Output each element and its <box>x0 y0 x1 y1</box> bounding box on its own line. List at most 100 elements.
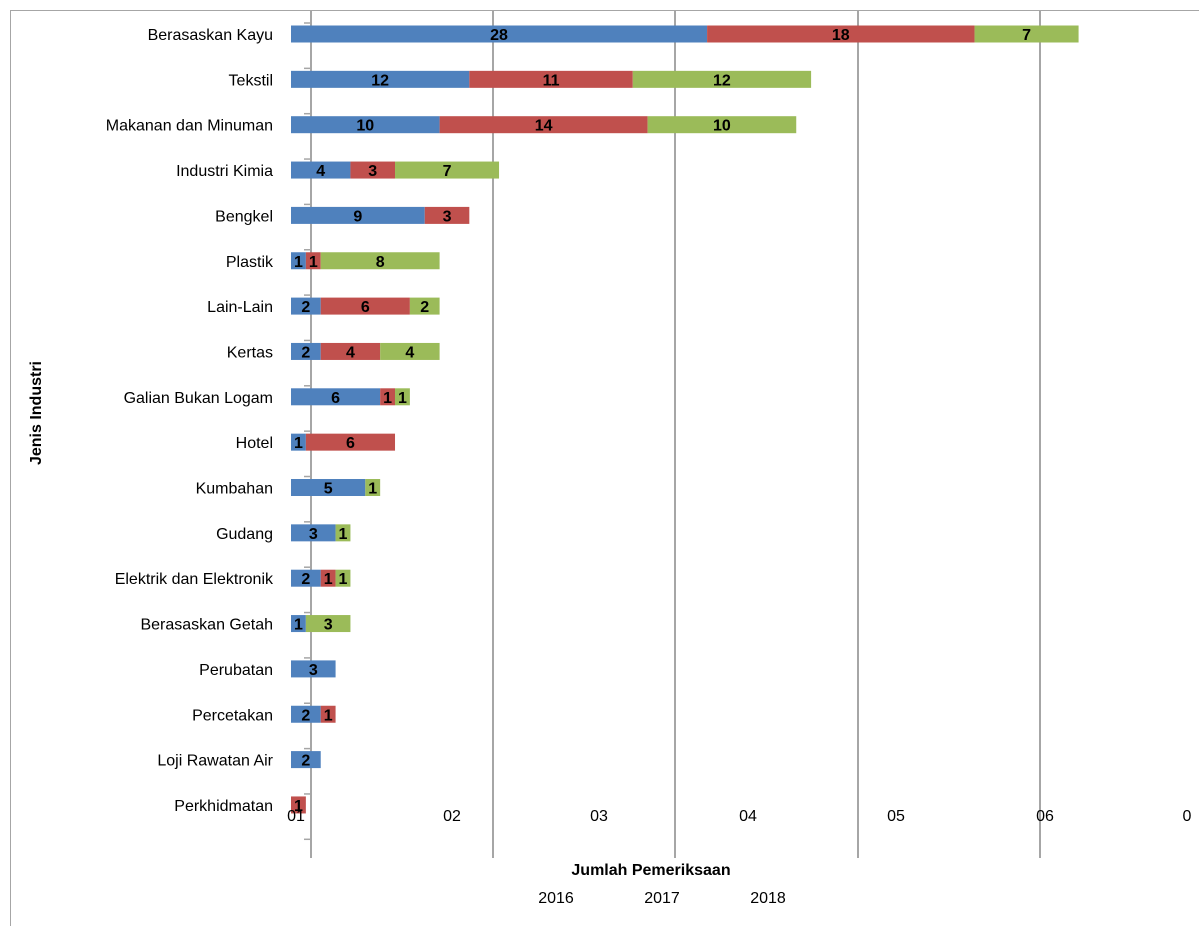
data-label-2017: 1 <box>294 798 303 815</box>
bar-2016 <box>291 161 351 179</box>
data-label-2017: 1 <box>383 390 392 407</box>
data-label-2016: 6 <box>331 390 340 407</box>
bar-2017 <box>707 25 975 43</box>
chart-frame <box>10 10 1199 926</box>
bar-2018 <box>647 116 797 134</box>
bar-2017 <box>320 297 410 315</box>
x-tick-label: 0 <box>1183 808 1192 825</box>
category-label: Perkhidmatan <box>174 798 273 815</box>
data-label-2017: 3 <box>368 163 377 180</box>
bar-2018 <box>320 252 440 270</box>
bar-2018 <box>395 388 410 406</box>
x-tick-label: 02 <box>443 808 461 825</box>
x-axis-title: Jumlah Pemeriksaan <box>571 862 731 879</box>
legend-item-2018: 2018 <box>750 890 786 907</box>
bar-2016 <box>291 569 321 587</box>
category-label: Plastik <box>226 254 274 271</box>
bar-2017 <box>350 161 396 179</box>
data-label-2018: 10 <box>713 118 731 135</box>
bar-2017 <box>320 705 336 723</box>
bar-2016 <box>291 524 336 542</box>
bar-2016 <box>291 342 321 360</box>
x-tick-label: 01 <box>287 808 305 825</box>
data-label-2016: 2 <box>301 299 310 316</box>
bar-2018 <box>380 342 440 360</box>
bar-2016 <box>291 479 366 496</box>
category-label: Tekstil <box>229 72 273 89</box>
data-label-2017: 1 <box>324 571 333 588</box>
bar-2016 <box>291 660 336 678</box>
bar-2018 <box>632 70 812 88</box>
data-label-2018: 1 <box>368 481 377 498</box>
bar-2018 <box>335 569 351 587</box>
category-label: Galian Bukan Logam <box>124 390 273 407</box>
data-label-2016: 9 <box>353 208 362 225</box>
category-label: Percetakan <box>192 707 273 724</box>
data-label-2017: 11 <box>543 72 560 89</box>
data-label-2016: 1 <box>294 617 303 634</box>
data-label-2016: 5 <box>324 481 333 498</box>
data-label-2016: 2 <box>301 344 310 361</box>
bar-2017 <box>320 569 336 587</box>
data-label-2016: 2 <box>301 571 310 588</box>
data-label-2016: 1 <box>294 435 303 452</box>
category-label: Gudang <box>216 526 273 543</box>
bar-2018 <box>395 161 500 179</box>
bar-2016 <box>291 705 321 723</box>
x-tick-label: 04 <box>739 808 757 825</box>
bar-2016 <box>291 70 470 88</box>
bar-2016 <box>291 206 425 224</box>
data-label-2018: 4 <box>405 344 414 361</box>
data-label-2017: 1 <box>309 254 318 271</box>
data-label-2017: 4 <box>346 344 355 361</box>
data-label-2018: 3 <box>324 617 333 634</box>
data-label-2017: 18 <box>832 27 850 44</box>
category-label: Kumbahan <box>196 481 273 498</box>
bar-2018 <box>335 524 351 542</box>
data-label-2017: 14 <box>535 118 553 135</box>
bar-2017 <box>305 433 396 451</box>
category-label: Makanan dan Minuman <box>106 118 273 135</box>
data-label-2017: 1 <box>324 707 333 724</box>
bar-2016 <box>291 252 306 270</box>
x-tick-label: 03 <box>590 808 608 825</box>
bar-2016 <box>291 388 381 406</box>
data-label-2016: 3 <box>309 526 318 543</box>
data-label-2018: 1 <box>339 571 348 588</box>
category-label: Berasaskan Getah <box>140 617 273 634</box>
legend-item-2017: 2017 <box>644 890 680 907</box>
bar-2017 <box>380 388 396 406</box>
data-label-2018: 7 <box>443 163 452 180</box>
bar-2016 <box>291 297 321 315</box>
y-axis-title: Jenis Industri <box>28 360 45 466</box>
data-label-2016: 10 <box>356 118 374 135</box>
data-label-2016: 12 <box>371 72 389 89</box>
data-label-2018: 7 <box>1022 27 1031 44</box>
bar-2017 <box>439 116 648 134</box>
x-tick-label: 06 <box>1036 808 1054 825</box>
bar-2017 <box>320 342 381 360</box>
bar-2018 <box>409 297 440 315</box>
category-label: Elektrik dan Elektronik <box>115 571 274 588</box>
x-tick-label: 05 <box>887 808 905 825</box>
category-label: Bengkel <box>215 208 273 225</box>
data-label-2017: 6 <box>361 299 370 316</box>
bar-2018 <box>305 615 351 633</box>
category-label: Hotel <box>236 435 273 452</box>
category-label: Kertas <box>227 344 273 361</box>
category-label: Perubatan <box>199 662 273 679</box>
bar-2016 <box>291 116 440 134</box>
bar-2016 <box>291 433 306 451</box>
data-label-2016: 3 <box>309 662 318 679</box>
category-label: Berasaskan Kayu <box>148 27 273 44</box>
data-label-2017: 6 <box>346 435 355 452</box>
legend-item-2016: 2016 <box>538 890 574 907</box>
bar-2018 <box>974 25 1079 43</box>
bar-2016 <box>291 615 306 633</box>
data-label-2018: 8 <box>376 254 385 271</box>
bar-2017 <box>469 70 633 88</box>
category-label: Industri Kimia <box>176 163 273 180</box>
data-label-2016: 2 <box>301 753 310 770</box>
data-label-2016: 2 <box>301 707 310 724</box>
